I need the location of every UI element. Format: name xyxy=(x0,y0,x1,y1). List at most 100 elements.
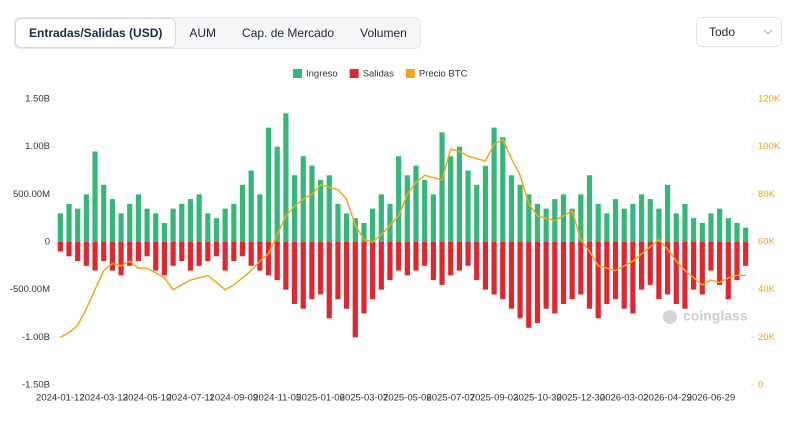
bar xyxy=(370,208,376,242)
bar xyxy=(638,242,645,290)
x-tick-label: 2025-01-06 xyxy=(296,393,345,404)
bar xyxy=(153,213,159,242)
x-tick-label: 2025-03-07 xyxy=(340,393,389,404)
y2-tick-label: 0 xyxy=(758,380,763,391)
bar xyxy=(422,180,428,242)
bar xyxy=(213,218,220,242)
bar xyxy=(543,208,549,242)
bar xyxy=(595,242,601,319)
bar xyxy=(647,242,653,285)
bar xyxy=(560,194,567,242)
bar xyxy=(439,242,445,285)
bar xyxy=(196,194,202,242)
bar xyxy=(231,242,237,262)
bar xyxy=(135,194,142,242)
bar xyxy=(508,242,515,309)
y2-tick-label: 40K xyxy=(758,284,776,295)
bar xyxy=(187,199,194,242)
y2-tick-label: 80K xyxy=(758,189,776,200)
tab[interactable]: Cap. de Mercado xyxy=(242,26,335,40)
bar xyxy=(456,242,462,271)
bar xyxy=(92,242,98,271)
bar xyxy=(725,242,731,300)
bar xyxy=(265,127,272,242)
bar xyxy=(144,208,150,242)
legend-label: Precio BTC xyxy=(419,69,468,80)
bar xyxy=(196,242,202,266)
bar xyxy=(500,242,506,300)
y-tick-label: 1.50B xyxy=(25,94,50,105)
x-tick-label: 2024-11-05 xyxy=(253,393,301,404)
bar xyxy=(57,242,63,252)
bar xyxy=(309,165,315,242)
bar xyxy=(534,242,541,324)
bar xyxy=(404,242,410,276)
x-tick-label: 2024-01-12 xyxy=(36,393,85,404)
x-tick-label: 2025-09-03 xyxy=(470,393,519,404)
bar xyxy=(335,242,341,300)
bar xyxy=(352,242,358,338)
bar xyxy=(144,242,150,257)
x-tick-label: 2024-07-11 xyxy=(167,393,215,404)
bar xyxy=(335,203,341,242)
bar xyxy=(352,218,358,242)
y2-tick-label: 100K xyxy=(758,141,781,152)
bar xyxy=(213,242,220,257)
bar xyxy=(387,203,393,242)
legend-label: Salidas xyxy=(363,69,394,80)
x-tick-label: 2025-05-06 xyxy=(383,393,432,404)
bar xyxy=(404,175,410,242)
bar xyxy=(109,242,115,271)
bar xyxy=(621,242,627,309)
tab[interactable]: AUM xyxy=(189,26,217,40)
bar xyxy=(344,213,350,242)
bar xyxy=(699,242,705,295)
bar xyxy=(257,242,263,271)
bar xyxy=(517,184,523,242)
bar xyxy=(743,242,749,266)
bar xyxy=(283,113,289,242)
bar xyxy=(482,165,489,242)
bar xyxy=(482,242,489,290)
bar xyxy=(222,208,228,242)
bar xyxy=(83,194,89,242)
chevron xyxy=(763,29,773,35)
bar xyxy=(361,222,367,242)
bar xyxy=(75,208,81,242)
tab[interactable]: Entradas/Salidas (USD) xyxy=(15,18,177,48)
bar xyxy=(248,170,254,242)
legend-swatch xyxy=(349,69,359,78)
bar xyxy=(717,242,723,285)
legend-swatch xyxy=(293,69,302,78)
bar xyxy=(57,213,63,242)
bar xyxy=(586,242,593,309)
bar xyxy=(300,242,306,309)
bar xyxy=(691,242,697,290)
bar xyxy=(552,242,558,314)
range-select[interactable]: Todo xyxy=(696,17,782,47)
x-tick-label: 2024-05-10 xyxy=(123,393,172,404)
bar xyxy=(378,194,384,242)
bar xyxy=(673,242,679,304)
bar xyxy=(239,242,246,257)
bar xyxy=(127,203,133,242)
bar xyxy=(118,213,124,242)
bar xyxy=(66,242,72,257)
tab[interactable]: Volumen xyxy=(360,26,407,40)
bar xyxy=(101,242,107,262)
bar xyxy=(743,227,749,242)
bar xyxy=(109,199,115,242)
bar xyxy=(274,146,280,242)
watermark: coinglass xyxy=(683,308,748,324)
bar xyxy=(569,242,575,300)
x-tick-label: 2026-04-29 xyxy=(643,393,692,404)
x-tick-label: 2024-03-13 xyxy=(79,393,128,404)
bar xyxy=(682,203,688,242)
bar xyxy=(638,194,645,242)
bar xyxy=(586,175,593,242)
bar xyxy=(274,242,280,281)
bar xyxy=(578,242,584,295)
bar xyxy=(612,199,619,242)
